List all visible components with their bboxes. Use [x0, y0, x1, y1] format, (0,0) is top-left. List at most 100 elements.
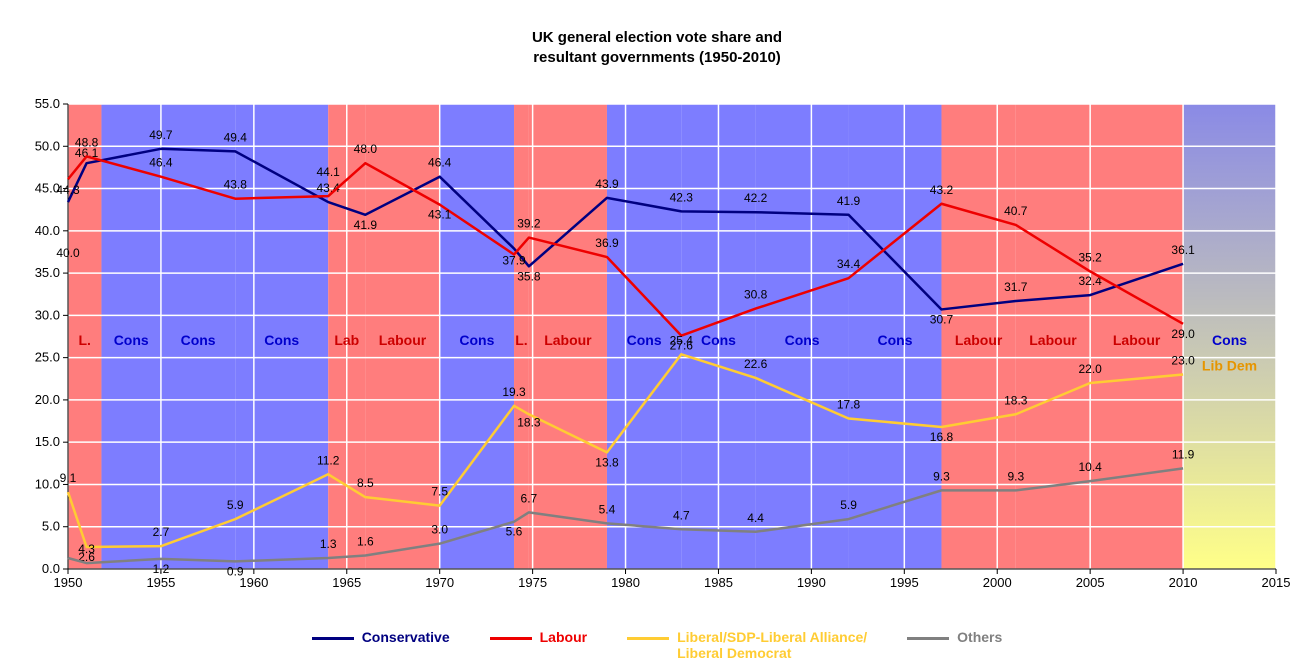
point-label: 30.7 [930, 312, 954, 326]
legend-label: Labour [540, 629, 587, 645]
gov-label: Cons [785, 332, 820, 348]
point-label: 34.4 [837, 257, 861, 271]
x-tick-label: 2000 [983, 575, 1012, 590]
gov-label: Labour [1113, 332, 1161, 348]
point-label: 17.8 [837, 398, 861, 412]
point-label: 31.7 [1004, 280, 1028, 294]
point-label: 1.2 [153, 562, 170, 576]
gov-label: L. [78, 332, 90, 348]
point-label: 44.3 [56, 183, 80, 197]
point-label: 36.1 [1171, 243, 1195, 257]
point-label: 36.9 [595, 236, 619, 250]
point-label: 4.4 [747, 511, 764, 525]
x-tick-label: 1960 [239, 575, 268, 590]
point-label: 11.2 [317, 453, 340, 467]
x-tick-label: 1965 [332, 575, 361, 590]
x-tick-label: 2015 [1262, 575, 1291, 590]
point-label: 23.0 [1171, 354, 1195, 368]
point-label: 9.3 [933, 469, 950, 483]
point-label: 2.7 [153, 525, 170, 539]
y-tick-label: 20.0 [35, 392, 60, 407]
point-label: 1.3 [320, 537, 337, 551]
legend-item: Liberal/SDP-Liberal Alliance/Liberal Dem… [627, 629, 867, 661]
y-tick-label: 15.0 [35, 434, 60, 449]
gov-label: Labour [544, 332, 592, 348]
gov-label: Cons [701, 332, 736, 348]
point-label: 5.9 [227, 498, 244, 512]
legend-swatch [312, 637, 354, 640]
gov-label: Labour [955, 332, 1003, 348]
point-label: 8.5 [357, 476, 374, 490]
y-tick-label: 50.0 [35, 138, 60, 153]
point-label: 4.3 [78, 542, 95, 556]
x-tick-label: 2005 [1076, 575, 1105, 590]
y-tick-label: 25.0 [35, 350, 60, 365]
gov-label: Cons [264, 332, 299, 348]
point-label: 29.0 [1171, 327, 1195, 341]
gov-label: Lab [334, 332, 359, 348]
legend: Conservative Labour Liberal/SDP-Liberal Al… [0, 629, 1314, 661]
point-label: 41.9 [354, 218, 378, 232]
point-label: 5.6 [506, 525, 523, 539]
point-label: 44.1 [317, 165, 341, 179]
chart-canvas: L. Cons Cons Cons Lab Labour Cons L. Labour Cons C… [0, 0, 1314, 671]
x-tick-label: 1990 [797, 575, 826, 590]
legend-swatch [490, 637, 532, 640]
gov-label: Cons [878, 332, 913, 348]
point-label: 43.1 [428, 208, 452, 222]
point-label: 18.3 [1004, 393, 1028, 407]
legend-item: Labour [490, 629, 587, 661]
gov-label: Lib Dem [1202, 357, 1257, 373]
point-label: 3.0 [431, 523, 448, 537]
gov-label: Cons [1212, 332, 1247, 348]
point-label: 13.8 [595, 455, 619, 469]
legend-label: Liberal/SDP-Liberal Alliance/Liberal Dem… [677, 629, 867, 661]
point-label: 42.2 [744, 191, 768, 205]
legend-label: Others [957, 629, 1002, 645]
legend-swatch [627, 637, 669, 640]
point-label: 9.1 [60, 471, 77, 485]
point-label: 25.4 [670, 333, 694, 347]
point-label: 10.4 [1078, 460, 1102, 474]
point-label: 42.3 [670, 190, 694, 204]
y-tick-label: 55.0 [35, 96, 60, 111]
y-tick-label: 5.0 [42, 519, 60, 534]
point-label: 19.3 [502, 385, 526, 399]
point-label: 40.7 [1004, 204, 1028, 218]
gov-label: L. [515, 332, 527, 348]
x-tick-label: 2010 [1169, 575, 1198, 590]
gov-label: Cons [114, 332, 149, 348]
x-tick-label: 1975 [518, 575, 547, 590]
x-tick-label: 1950 [54, 575, 83, 590]
point-label: 6.7 [521, 491, 538, 505]
x-tick-label: 1980 [611, 575, 640, 590]
point-label: 22.0 [1078, 362, 1102, 376]
point-label: 49.7 [149, 128, 173, 142]
x-tick-label: 1985 [704, 575, 733, 590]
legend-label: Conservative [362, 629, 450, 645]
point-label: 40.0 [56, 246, 80, 260]
x-tick-label: 1970 [425, 575, 454, 590]
point-label: 43.8 [224, 178, 248, 192]
point-label: 18.3 [517, 415, 541, 429]
point-label: 0.9 [227, 564, 244, 578]
point-label: 43.2 [930, 183, 954, 197]
x-tick-label: 1955 [146, 575, 175, 590]
legend-swatch [907, 637, 949, 640]
point-label: 39.2 [517, 217, 541, 231]
point-label: 46.4 [149, 156, 173, 170]
point-label: 48.0 [354, 142, 378, 156]
legend-item: Conservative [312, 629, 450, 661]
point-label: 46.4 [428, 156, 452, 170]
gov-label: Labour [379, 332, 427, 348]
point-label: 9.3 [1007, 469, 1024, 483]
y-tick-label: 30.0 [35, 307, 60, 322]
point-label: 30.8 [744, 288, 768, 302]
y-tick-label: 10.0 [35, 476, 60, 491]
gov-label: Cons [627, 332, 662, 348]
gov-label: Cons [459, 332, 494, 348]
legend-item: Others [907, 629, 1002, 661]
point-label: 11.9 [1172, 447, 1195, 461]
point-label: 4.7 [673, 508, 690, 522]
point-label: 5.4 [599, 502, 616, 516]
